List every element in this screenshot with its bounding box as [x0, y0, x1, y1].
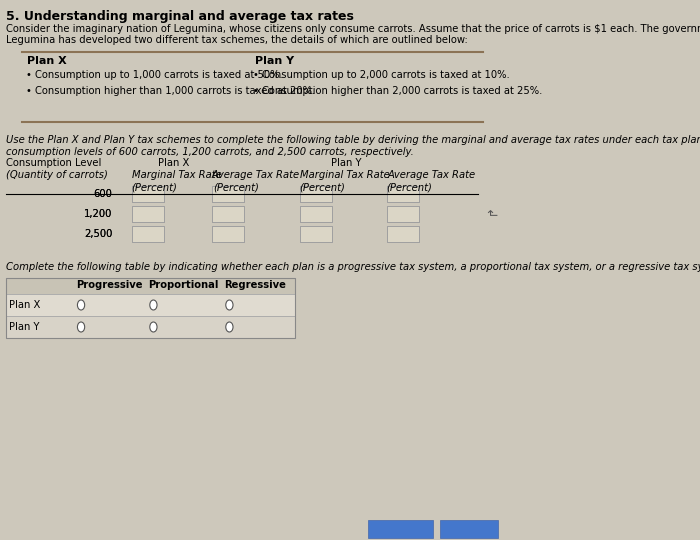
- Bar: [387, 206, 419, 222]
- Bar: [212, 226, 244, 242]
- Text: Marginal Tax Rate: Marginal Tax Rate: [132, 170, 222, 180]
- Text: • Consumption up to 2,000 carrots is taxed at 10%.: • Consumption up to 2,000 carrots is tax…: [253, 70, 510, 80]
- Text: • Consumption higher than 1,000 carrots is taxed at 20%.: • Consumption higher than 1,000 carrots …: [26, 86, 315, 96]
- Text: Plan Y: Plan Y: [330, 158, 361, 168]
- Text: (Percent): (Percent): [131, 182, 177, 192]
- Text: Average Tax Rate: Average Tax Rate: [212, 170, 300, 180]
- Bar: [132, 186, 164, 202]
- Circle shape: [78, 300, 85, 310]
- Text: (Percent): (Percent): [299, 182, 345, 192]
- Bar: [212, 206, 244, 222]
- Bar: [6, 278, 295, 338]
- Bar: [440, 520, 498, 538]
- Bar: [387, 186, 419, 202]
- Bar: [387, 206, 419, 222]
- Text: Proportional: Proportional: [148, 280, 218, 290]
- Text: Plan X: Plan X: [27, 56, 67, 66]
- Bar: [300, 206, 332, 222]
- Bar: [212, 226, 244, 242]
- Bar: [387, 226, 419, 242]
- Text: • Consumption higher than 2,000 carrots is taxed at 25%.: • Consumption higher than 2,000 carrots …: [253, 86, 542, 96]
- Text: consumption levels of 600 carrots, 1,200 carrots, and 2,500 carrots, respectivel: consumption levels of 600 carrots, 1,200…: [6, 147, 414, 157]
- Bar: [132, 226, 164, 242]
- Text: Plan Y: Plan Y: [256, 56, 295, 66]
- Text: Complete the following table by indicating whether each plan is a progressive ta: Complete the following table by indicati…: [6, 262, 700, 272]
- Circle shape: [150, 322, 157, 332]
- Bar: [300, 206, 332, 222]
- Text: 2,500: 2,500: [84, 229, 112, 239]
- Bar: [300, 186, 332, 202]
- Bar: [387, 226, 419, 242]
- Text: Plan X: Plan X: [158, 158, 190, 168]
- Bar: [212, 186, 244, 202]
- Text: Regressive: Regressive: [224, 280, 286, 290]
- Text: (Quantity of carrots): (Quantity of carrots): [6, 170, 108, 180]
- Circle shape: [226, 322, 233, 332]
- Text: 2,500: 2,500: [84, 229, 112, 239]
- Text: (Percent): (Percent): [213, 182, 259, 192]
- Text: Legumina has developed two different tax schemes, the details of which are outli: Legumina has developed two different tax…: [6, 35, 468, 45]
- Bar: [6, 278, 295, 294]
- Bar: [132, 186, 164, 202]
- Text: Consumption Level: Consumption Level: [6, 158, 101, 168]
- Text: Plan Y: Plan Y: [8, 322, 39, 332]
- Text: Marginal Tax Rate: Marginal Tax Rate: [300, 170, 390, 180]
- Bar: [212, 206, 244, 222]
- Text: 600: 600: [93, 189, 112, 199]
- Text: Progressive: Progressive: [76, 280, 143, 290]
- Bar: [300, 226, 332, 242]
- Text: ↲: ↲: [482, 209, 495, 219]
- Bar: [387, 186, 419, 202]
- Bar: [132, 206, 164, 222]
- Text: (Percent): (Percent): [386, 182, 432, 192]
- Text: 1,200: 1,200: [84, 209, 112, 219]
- Bar: [212, 186, 244, 202]
- Bar: [6, 294, 295, 316]
- Bar: [132, 206, 164, 222]
- Text: Average Tax Rate: Average Tax Rate: [387, 170, 475, 180]
- Text: Consider the imaginary nation of Legumina, whose citizens only consume carrots. : Consider the imaginary nation of Legumin…: [6, 24, 700, 34]
- Bar: [6, 316, 295, 338]
- Circle shape: [78, 322, 85, 332]
- Bar: [300, 186, 332, 202]
- Text: Plan X: Plan X: [8, 300, 40, 310]
- Circle shape: [150, 300, 157, 310]
- Circle shape: [226, 300, 233, 310]
- Bar: [300, 226, 332, 242]
- Text: 600: 600: [93, 189, 112, 199]
- Text: Use the Plan X and Plan Y tax schemes to complete the following table by derivin: Use the Plan X and Plan Y tax schemes to…: [6, 135, 700, 145]
- Text: 5. Understanding marginal and average tax rates: 5. Understanding marginal and average ta…: [6, 10, 354, 23]
- Text: • Consumption up to 1,000 carrots is taxed at 50%.: • Consumption up to 1,000 carrots is tax…: [26, 70, 283, 80]
- Bar: [132, 226, 164, 242]
- Bar: [368, 520, 433, 538]
- Text: 1,200: 1,200: [84, 209, 112, 219]
